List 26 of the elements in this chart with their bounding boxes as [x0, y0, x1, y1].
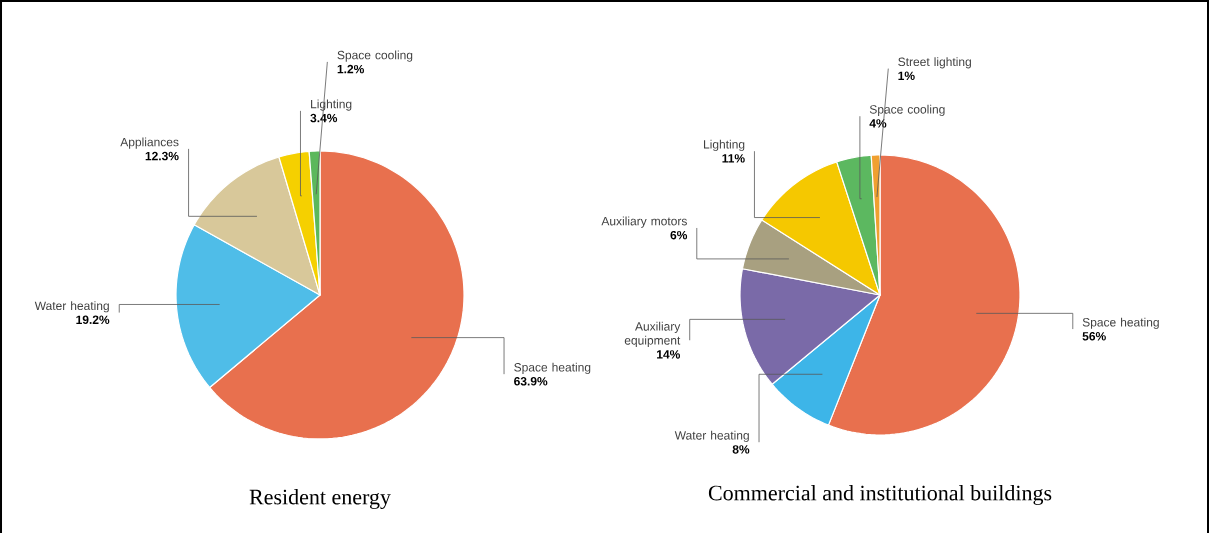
slice-label: Lighting: [703, 139, 745, 151]
slice-label: Space heating: [1082, 317, 1159, 329]
slice-label: Auxiliary motors: [601, 216, 687, 228]
data-label: 14%: [657, 350, 680, 359]
data-label: 3.4%: [310, 113, 338, 123]
data-label: 63.9%: [514, 377, 548, 386]
data-label: 1%: [898, 71, 915, 80]
data-label: 11%: [722, 154, 745, 163]
slice-label: Space heating: [514, 362, 591, 374]
text: Commercial and institutional buildings: [708, 485, 1052, 505]
slice-label: Street lighting: [898, 57, 971, 69]
data-label: 4%: [869, 119, 887, 128]
text: Resident energy: [249, 489, 391, 509]
data-label: 12.3%: [145, 151, 179, 161]
data-label: 56%: [1082, 332, 1106, 341]
data-label: 6%: [670, 230, 688, 240]
slice-label: Lighting: [311, 99, 352, 111]
slice-label: Auxiliary equipment: [624, 321, 681, 348]
data-label: 1.2%: [337, 64, 364, 74]
slice-label: Space cooling: [337, 50, 413, 62]
slice-label: Water heating: [34, 301, 109, 313]
data-label: 8%: [732, 445, 750, 454]
slice-label: Space cooling: [869, 104, 945, 116]
slice-label: Appliances: [120, 137, 179, 149]
data-label: 19.2%: [76, 315, 110, 325]
slice-label: Water heating: [674, 430, 749, 442]
